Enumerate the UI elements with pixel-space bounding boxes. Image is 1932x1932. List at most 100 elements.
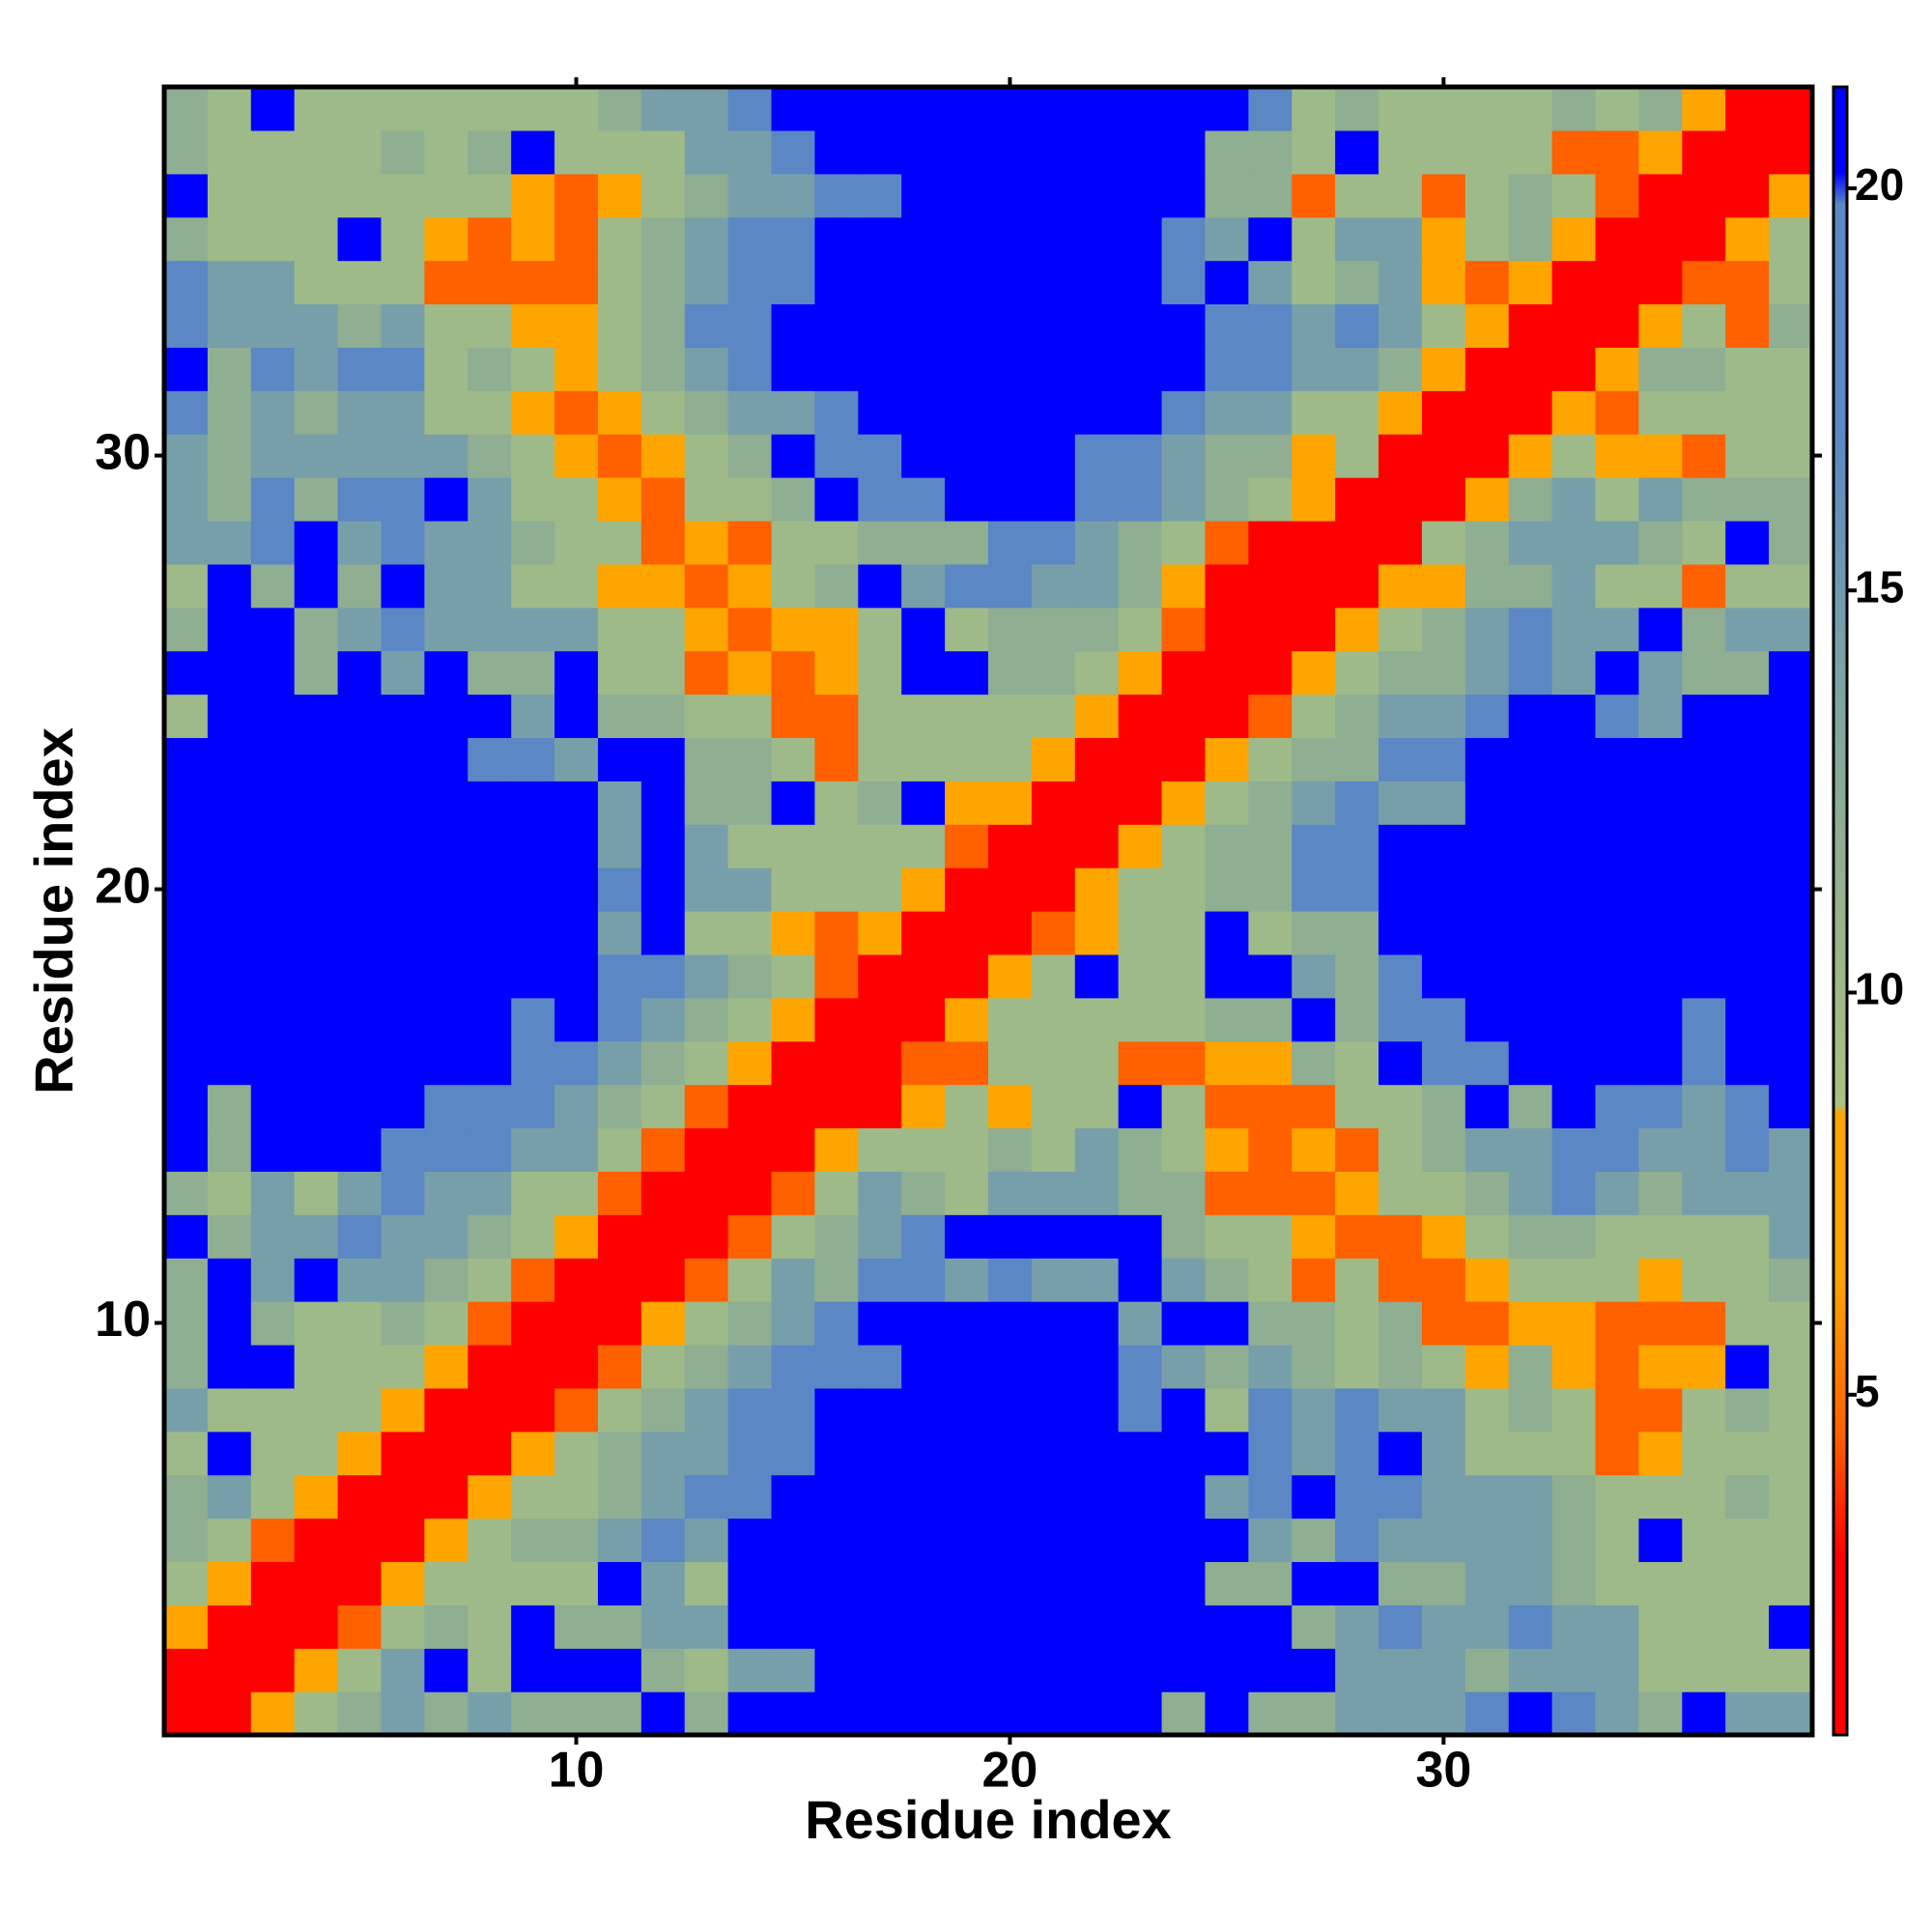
- heatmap-cell: [1248, 216, 1293, 262]
- heatmap-cell: [945, 694, 989, 739]
- heatmap-cell: [1682, 953, 1726, 999]
- heatmap-cell: [1074, 1691, 1120, 1736]
- heatmap-cell: [424, 1301, 469, 1346]
- heatmap-cell: [945, 216, 989, 262]
- heatmap-cell: [381, 1561, 425, 1605]
- heatmap-cell: [381, 216, 425, 262]
- heatmap-cell: [771, 1431, 816, 1476]
- heatmap-cell: [684, 867, 729, 912]
- heatmap-cell: [1769, 1258, 1813, 1302]
- heatmap-cell: [1292, 1431, 1336, 1476]
- heatmap-cell: [468, 997, 512, 1042]
- heatmap-cell: [554, 1474, 599, 1520]
- heatmap-cell: [250, 563, 296, 609]
- heatmap-cell: [1508, 781, 1553, 825]
- heatmap-cell: [337, 129, 383, 175]
- heatmap-cell: [1725, 1214, 1770, 1259]
- heatmap-cell: [468, 216, 512, 262]
- heatmap-cell: [988, 303, 1033, 348]
- heatmap-cell: [858, 1387, 902, 1433]
- heatmap-cell: [1464, 911, 1510, 955]
- heatmap-cell: [1205, 347, 1249, 391]
- heatmap-cell: [207, 1084, 252, 1129]
- heatmap-cell: [1335, 173, 1379, 218]
- heatmap-cell: [684, 173, 729, 218]
- heatmap-cell: [988, 434, 1033, 478]
- heatmap-cell: [945, 477, 989, 522]
- heatmap-cell: [1292, 1214, 1336, 1259]
- heatmap-cell: [468, 1648, 512, 1692]
- heatmap-cell: [1595, 347, 1640, 391]
- heatmap-cell: [1769, 737, 1813, 781]
- heatmap-cell: [207, 1648, 252, 1692]
- heatmap-cell: [1769, 867, 1813, 912]
- heatmap-cell: [1638, 520, 1683, 565]
- heatmap-cell: [1378, 173, 1423, 218]
- heatmap-cell: [684, 650, 729, 696]
- heatmap-cell: [1725, 911, 1770, 955]
- heatmap-cell: [1031, 781, 1076, 825]
- heatmap-cell: [468, 303, 512, 348]
- heatmap-cell: [1248, 303, 1293, 348]
- heatmap-cell: [814, 1518, 859, 1563]
- heatmap-cell: [1161, 1474, 1207, 1520]
- heatmap-cell: [1464, 1431, 1510, 1476]
- heatmap-cell: [1682, 694, 1726, 739]
- heatmap-cell: [294, 781, 339, 825]
- heatmap-cell: [424, 953, 469, 999]
- heatmap-cell: [1595, 1691, 1640, 1736]
- heatmap-cell: [207, 1040, 252, 1086]
- heatmap-cell: [1118, 129, 1163, 175]
- heatmap-cell: [771, 1387, 816, 1433]
- heatmap-cell: [988, 781, 1033, 825]
- heatmap-cell: [250, 1561, 296, 1605]
- heatmap-cell: [1248, 434, 1293, 478]
- heatmap-cell: [945, 1040, 989, 1086]
- heatmap-cell: [1464, 694, 1510, 739]
- heatmap-cell: [1292, 867, 1336, 912]
- heatmap-cell: [1421, 347, 1466, 391]
- heatmap-cell: [858, 911, 902, 955]
- heatmap-cell: [1335, 953, 1379, 999]
- heatmap-cell: [901, 781, 946, 825]
- heatmap-cell: [1769, 1431, 1813, 1476]
- heatmap-cell: [597, 867, 642, 912]
- heatmap-cell: [901, 563, 946, 609]
- heatmap-cell: [337, 520, 383, 565]
- heatmap-cell: [1161, 911, 1207, 955]
- heatmap-cell: [207, 1518, 252, 1563]
- heatmap-cell: [250, 607, 296, 652]
- heatmap-cell: [164, 173, 209, 218]
- heatmap-cell: [1118, 1040, 1163, 1086]
- heatmap-cell: [511, 563, 555, 609]
- heatmap-cell: [988, 347, 1033, 391]
- heatmap-cell: [945, 737, 989, 781]
- heatmap-cell: [424, 1127, 469, 1172]
- heatmap-cell: [207, 520, 252, 565]
- heatmap-cell: [1118, 216, 1163, 262]
- heatmap-cell: [727, 1258, 773, 1302]
- heatmap-cell: [901, 434, 946, 478]
- heatmap-cell: [1335, 1431, 1379, 1476]
- heatmap-cell: [1335, 1301, 1379, 1346]
- heatmap-cell: [468, 1561, 512, 1605]
- heatmap-cell: [1378, 867, 1423, 912]
- heatmap-cell: [164, 1171, 209, 1215]
- heatmap-cell: [988, 650, 1033, 696]
- heatmap-cell: [1682, 607, 1726, 652]
- heatmap-cell: [945, 434, 989, 478]
- heatmap-cell: [1031, 607, 1076, 652]
- heatmap-cell: [1378, 1431, 1423, 1476]
- heatmap-cell: [1074, 1258, 1120, 1302]
- heatmap-cell: [814, 434, 859, 478]
- heatmap-cell: [771, 563, 816, 609]
- heatmap-cell: [1074, 303, 1120, 348]
- heatmap-cell: [1161, 781, 1207, 825]
- heatmap-cell: [858, 1648, 902, 1692]
- heatmap-cell: [1638, 1518, 1683, 1563]
- heatmap-cell: [727, 1474, 773, 1520]
- heatmap-cell: [1378, 260, 1423, 305]
- heatmap-cell: [1769, 781, 1813, 825]
- heatmap-cell: [684, 1040, 729, 1086]
- heatmap-cell: [1205, 1214, 1249, 1259]
